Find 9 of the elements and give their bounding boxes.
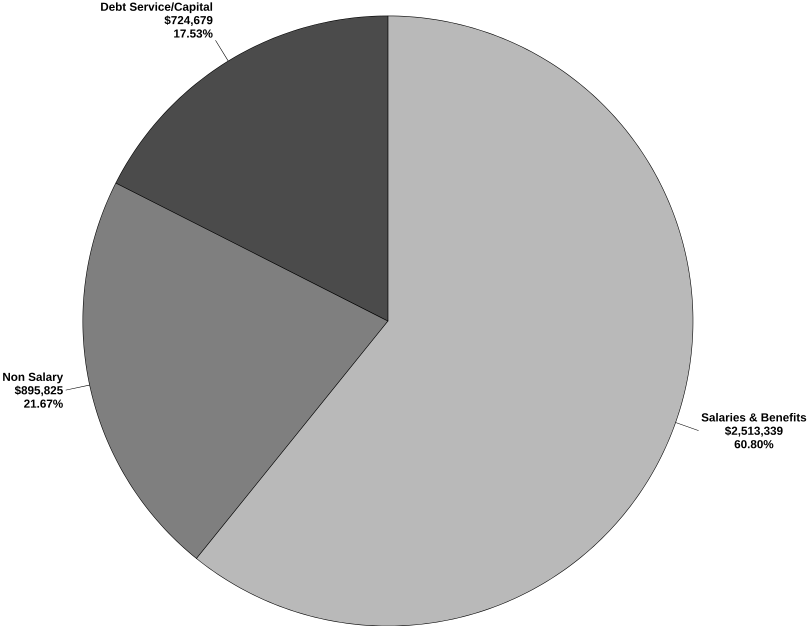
- slice-label: Salaries & Benefits: [702, 412, 806, 422]
- text: 60.80%: [734, 440, 774, 448]
- text: $2,513,339: [724, 426, 783, 436]
- slice-label: Non Salary: [3, 372, 64, 384]
- text: 21.67%: [24, 399, 63, 408]
- text: $895,825: [14, 385, 63, 396]
- slice-label: Debt Service/Capital: [101, 2, 212, 13]
- text: $724,679: [164, 15, 212, 26]
- text: 17.53%: [174, 29, 213, 38]
